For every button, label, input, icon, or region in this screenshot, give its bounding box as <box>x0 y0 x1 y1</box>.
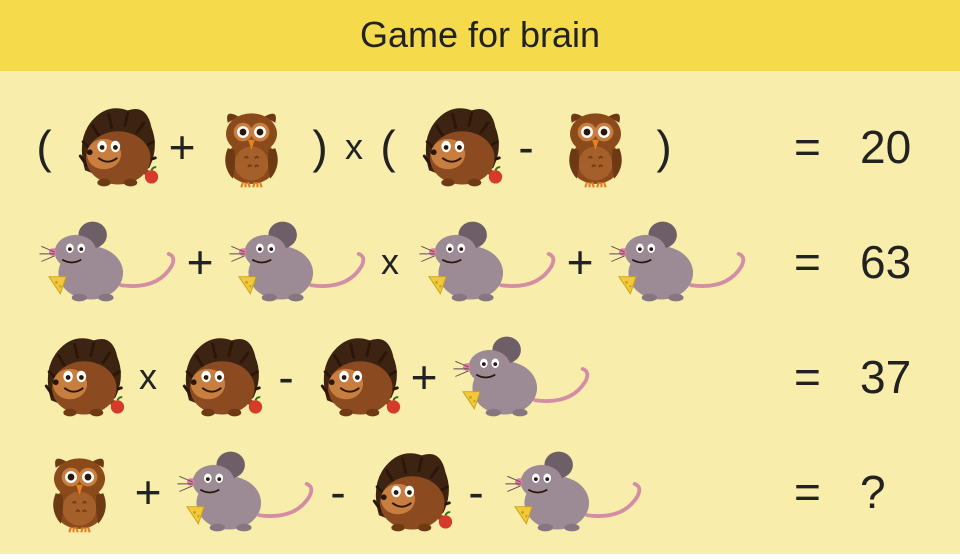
minus-op: - <box>272 350 300 404</box>
mouse-icon <box>410 214 560 309</box>
hedgehog-icon <box>64 99 162 194</box>
hedgehog-icon <box>306 329 404 424</box>
hedgehog-icon <box>408 99 506 194</box>
mouse-icon <box>168 444 318 539</box>
page-title: Game for brain <box>360 14 600 55</box>
owl-icon <box>202 99 300 194</box>
minus-op: - <box>512 120 540 174</box>
result-unknown: ? <box>860 465 930 519</box>
equation-row: ( + ) x ( - ) = 20 <box>30 89 930 204</box>
paren-open: ( <box>30 120 58 174</box>
hedgehog-icon <box>168 329 266 424</box>
equals-op: = <box>794 235 854 289</box>
owl-icon <box>546 99 644 194</box>
mouse-icon <box>496 444 646 539</box>
times-op: x <box>134 356 162 398</box>
header-bar: Game for brain <box>0 0 960 71</box>
times-op: x <box>376 241 404 283</box>
result-value: 63 <box>860 235 930 289</box>
minus-op: - <box>324 465 352 519</box>
result-value: 20 <box>860 120 930 174</box>
result-value: 37 <box>860 350 930 404</box>
plus-op: + <box>168 120 196 174</box>
equation-row: + - - = ? <box>30 434 930 549</box>
puzzle-container: Game for brain ( + ) x ( - ) = 20 + x + <box>0 0 960 554</box>
puzzle-area: ( + ) x ( - ) = 20 + x + = 63 <box>0 71 960 559</box>
equation-row: x - + = 37 <box>30 319 930 434</box>
hedgehog-icon <box>358 444 456 539</box>
times-op: x <box>340 126 368 168</box>
mouse-icon <box>30 214 180 309</box>
paren-close: ) <box>650 120 678 174</box>
equals-op: = <box>794 350 854 404</box>
plus-op: + <box>186 235 214 289</box>
equation-row: + x + = 63 <box>30 204 930 319</box>
mouse-icon <box>220 214 370 309</box>
equals-op: = <box>794 465 854 519</box>
mouse-icon <box>600 214 750 309</box>
mouse-icon <box>444 329 594 424</box>
paren-close: ) <box>306 120 334 174</box>
plus-op: + <box>134 465 162 519</box>
minus-op: - <box>462 465 490 519</box>
equals-op: = <box>794 120 854 174</box>
plus-op: + <box>566 235 594 289</box>
paren-open: ( <box>374 120 402 174</box>
owl-icon <box>30 444 128 539</box>
hedgehog-icon <box>30 329 128 424</box>
plus-op: + <box>410 350 438 404</box>
